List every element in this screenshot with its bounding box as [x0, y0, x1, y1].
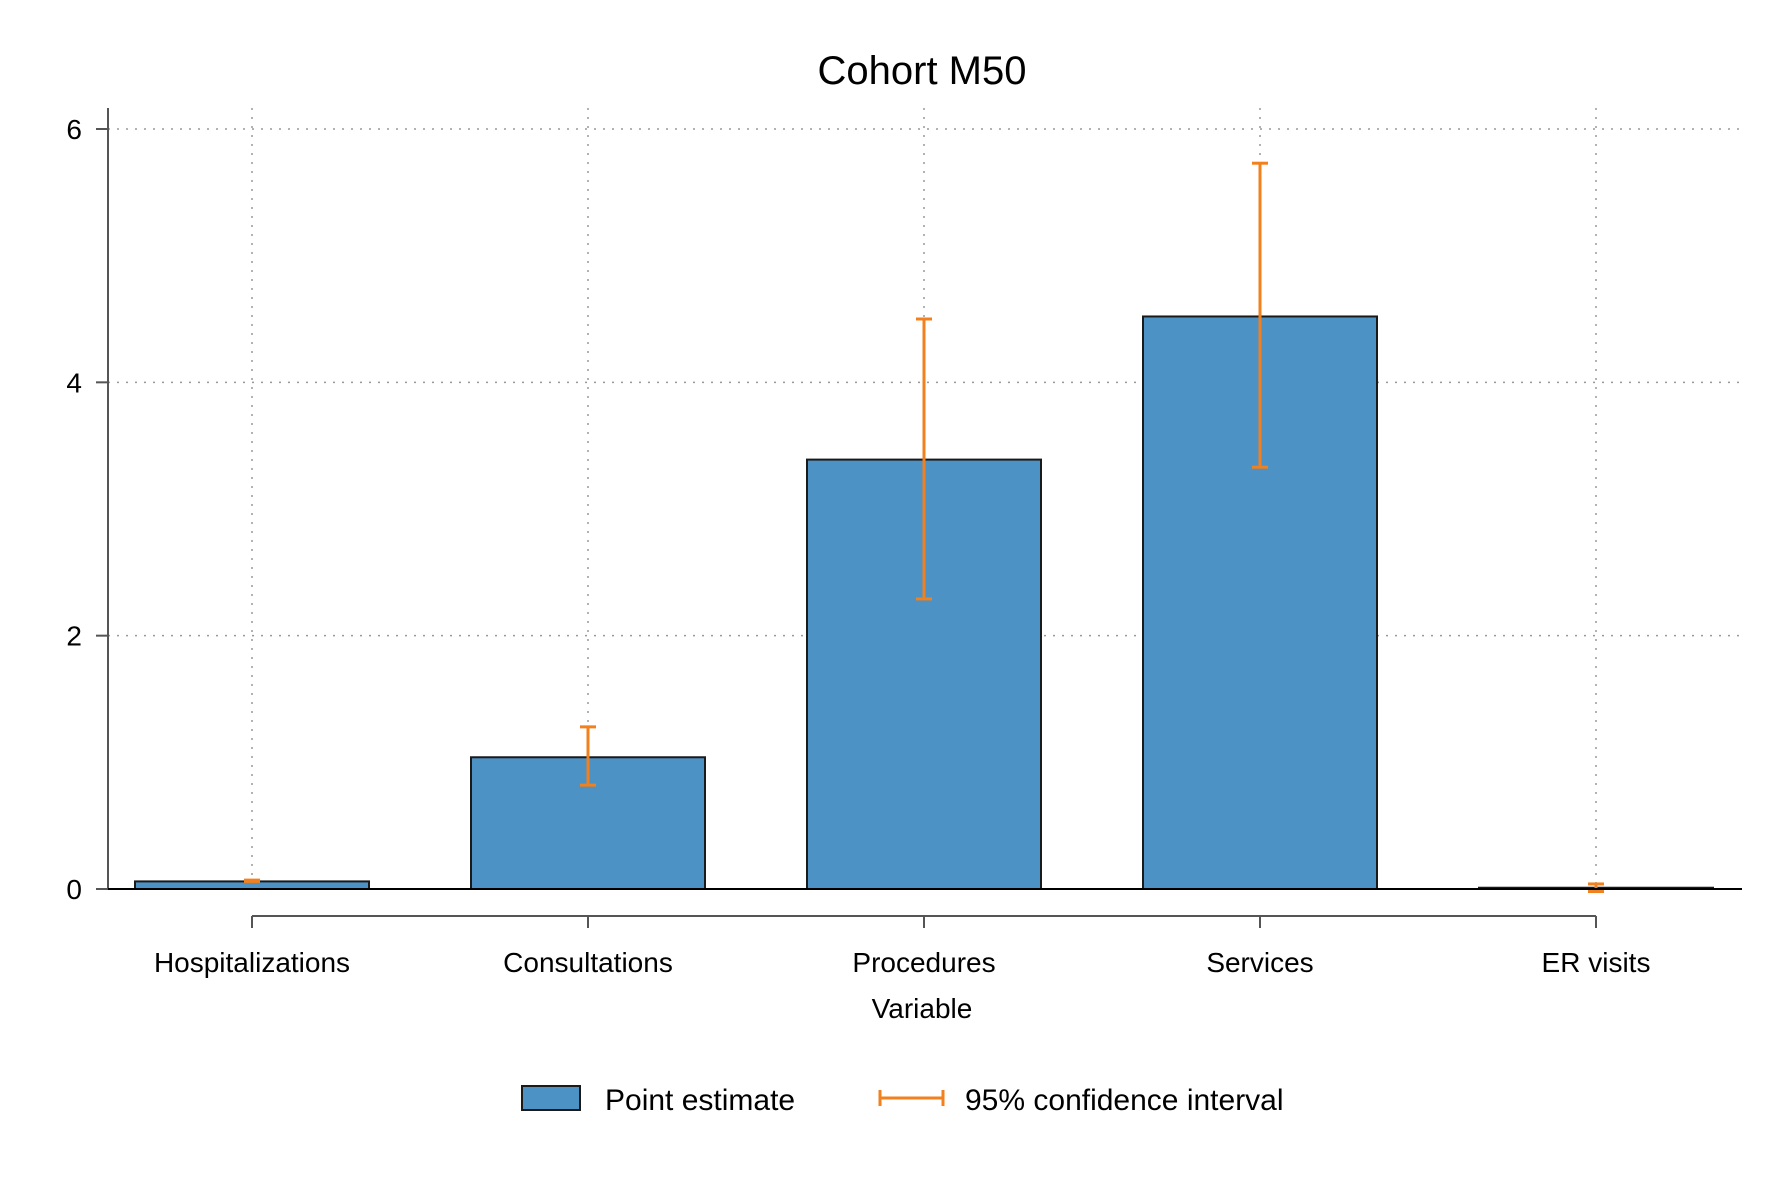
y-axis-ticks: 0 2 4 6: [66, 114, 108, 905]
x-axis-ticks: Hospitalizations Consultations Procedures S…: [154, 916, 1651, 978]
x-tick-label-services: Services: [1206, 947, 1313, 978]
legend-label-point-estimate: Point estimate: [605, 1084, 795, 1117]
y-tick-label-4: 4: [66, 367, 82, 398]
x-axis-label: Variable: [872, 993, 973, 1024]
y-tick-label-2: 2: [66, 621, 82, 652]
ci-er-visits: [1588, 882, 1604, 894]
x-tick-label-procedures: Procedures: [852, 947, 995, 978]
ci-hospitalizations: [244, 878, 260, 883]
ci-consultations: [580, 725, 596, 787]
x-tick-label-hospitalizations: Hospitalizations: [154, 947, 350, 978]
legend: Point estimate 95% confidence interval: [521, 1084, 1284, 1117]
x-tick-label-er-visits: ER visits: [1542, 947, 1651, 978]
x-tick-label-consultations: Consultations: [503, 947, 673, 978]
legend-label-ci: 95% confidence interval: [965, 1084, 1284, 1117]
y-tick-label-0: 0: [66, 874, 82, 905]
legend-swatch-point-estimate: [521, 1085, 581, 1111]
ci-procedures: [916, 317, 932, 601]
chart-title: Cohort M50: [818, 49, 1027, 93]
legend-swatch-ci: [878, 1090, 945, 1106]
ci-services: [1252, 161, 1268, 469]
confidence-intervals: [244, 161, 1604, 894]
y-tick-label-6: 6: [66, 114, 82, 145]
